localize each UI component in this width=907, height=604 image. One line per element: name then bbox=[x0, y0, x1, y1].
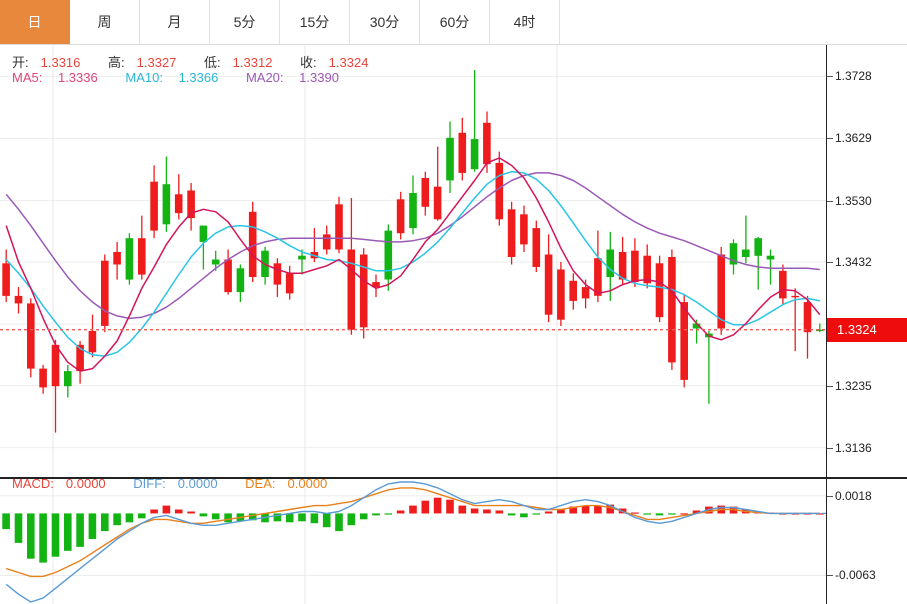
price-tick-label: 1.3728 bbox=[835, 69, 872, 84]
period-tab-bar: 日 周 月 5分 15分 30分 60分 4时 bbox=[0, 0, 907, 45]
price-plot-area[interactable] bbox=[0, 45, 826, 477]
tab-label: 周 bbox=[97, 14, 112, 30]
tab-3[interactable]: 5分 bbox=[210, 0, 280, 44]
price-tick-label: 1.3136 bbox=[835, 440, 872, 455]
tab-label: 60分 bbox=[439, 14, 470, 30]
price-tick-label: 1.3629 bbox=[835, 131, 872, 146]
macd-plot-area[interactable] bbox=[0, 479, 826, 604]
tab-0[interactable]: 日 bbox=[0, 0, 70, 44]
tab-4[interactable]: 15分 bbox=[280, 0, 350, 44]
macd-axis: 0.0018 -0.0063 bbox=[826, 479, 907, 604]
tab-7[interactable]: 4时 bbox=[490, 0, 560, 44]
price-axis: 1.37281.36291.35301.34321.33331.32351.31… bbox=[826, 45, 907, 477]
tab-label: 30分 bbox=[369, 14, 400, 30]
current-price-badge: 1.3324 bbox=[827, 317, 907, 342]
tab-label: 5分 bbox=[233, 14, 256, 30]
tab-6[interactable]: 60分 bbox=[420, 0, 490, 44]
macd-tick-label: -0.0063 bbox=[835, 568, 876, 583]
macd-tick-label: 0.0018 bbox=[835, 488, 872, 503]
price-tick-label: 1.3530 bbox=[835, 193, 872, 208]
tab-2[interactable]: 月 bbox=[140, 0, 210, 44]
price-tick bbox=[827, 76, 833, 78]
price-tick-label: 1.3432 bbox=[835, 255, 872, 269]
price-tick bbox=[827, 385, 833, 387]
tab-1[interactable]: 周 bbox=[70, 0, 140, 44]
price-tick bbox=[827, 447, 833, 449]
macd-tick bbox=[827, 575, 833, 577]
macd-tick bbox=[827, 495, 833, 497]
price-tick bbox=[827, 200, 833, 202]
price-tick-label: 1.3235 bbox=[835, 378, 872, 393]
tab-label: 日 bbox=[27, 14, 42, 30]
price-chart-panel: 1.37281.36291.35301.34321.33331.32351.31… bbox=[0, 45, 907, 479]
tab-label: 月 bbox=[167, 14, 182, 30]
tab-label: 15分 bbox=[299, 14, 330, 30]
macd-chart-panel: 0.0018 -0.0063 bbox=[0, 479, 907, 604]
macd-svg bbox=[0, 479, 826, 604]
tab-label: 4时 bbox=[513, 14, 536, 30]
candlestick-svg bbox=[0, 45, 826, 477]
tab-5[interactable]: 30分 bbox=[350, 0, 420, 44]
tab-bar-filler bbox=[560, 0, 907, 44]
price-tick bbox=[827, 138, 833, 140]
price-tick bbox=[827, 262, 833, 263]
